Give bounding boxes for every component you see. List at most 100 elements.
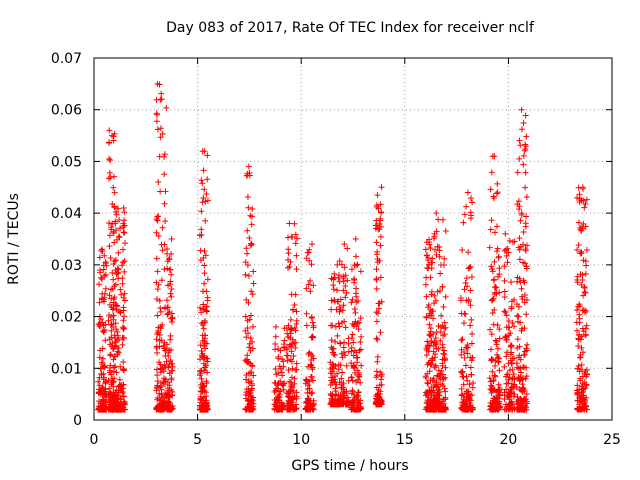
- data-point: [458, 337, 465, 344]
- data-point: [523, 347, 530, 354]
- data-point: [432, 297, 439, 304]
- data-point: [341, 241, 348, 248]
- data-point: [285, 366, 292, 373]
- data-point: [426, 389, 433, 396]
- data-point: [425, 403, 432, 410]
- data-point: [102, 337, 109, 344]
- data-point: [200, 352, 207, 359]
- data-point: [511, 391, 518, 398]
- data-point: [577, 377, 584, 384]
- data-point: [245, 370, 252, 377]
- data-point: [102, 380, 109, 387]
- chart-title: Day 083 of 2017, Rate Of TEC Index for r…: [166, 20, 535, 36]
- data-point: [505, 249, 512, 256]
- data-point: [351, 321, 358, 328]
- data-point: [522, 143, 529, 150]
- data-point: [169, 367, 176, 374]
- data-point: [578, 227, 585, 234]
- data-point: [463, 297, 470, 304]
- data-point: [578, 361, 585, 368]
- data-point: [293, 360, 300, 367]
- data-point: [493, 190, 500, 197]
- data-point: [509, 400, 516, 407]
- data-point: [519, 402, 526, 409]
- data-point: [494, 245, 501, 252]
- data-point: [248, 221, 255, 228]
- data-point: [490, 277, 497, 284]
- data-point: [166, 393, 173, 400]
- data-point: [511, 355, 518, 362]
- data-point: [522, 246, 529, 253]
- data-point: [427, 397, 434, 404]
- data-point: [292, 231, 299, 238]
- data-point: [164, 265, 171, 272]
- data-point: [112, 394, 119, 401]
- data-point: [574, 397, 581, 404]
- data-point: [116, 376, 123, 383]
- data-point: [197, 247, 204, 254]
- data-point: [514, 336, 521, 343]
- data-point: [111, 332, 118, 339]
- data-point: [577, 226, 584, 233]
- data-point: [469, 354, 476, 361]
- data-point: [108, 286, 115, 293]
- data-point: [340, 302, 347, 309]
- x-tick-label: 25: [603, 432, 621, 448]
- data-point: [110, 305, 117, 312]
- data-point: [515, 405, 522, 412]
- data-point: [199, 397, 206, 404]
- data-point: [517, 369, 524, 376]
- data-point: [440, 262, 447, 269]
- data-point: [489, 383, 496, 390]
- data-point: [247, 242, 254, 249]
- data-point: [469, 406, 476, 413]
- data-point: [374, 259, 381, 266]
- data-point: [164, 297, 171, 304]
- data-point: [580, 197, 587, 204]
- data-point: [106, 127, 113, 134]
- data-point: [579, 325, 586, 332]
- data-point: [424, 370, 431, 377]
- data-point: [494, 352, 501, 359]
- data-point: [204, 358, 211, 365]
- data-point: [509, 238, 516, 245]
- data-point: [440, 303, 447, 310]
- data-point: [116, 234, 123, 241]
- data-point: [336, 323, 343, 330]
- data-point: [461, 393, 468, 400]
- data-point: [114, 348, 121, 355]
- data-point: [492, 337, 499, 344]
- data-point: [154, 126, 161, 133]
- data-point: [433, 340, 440, 347]
- data-point: [283, 352, 290, 359]
- data-point: [154, 378, 161, 385]
- data-point: [159, 224, 166, 231]
- data-point: [101, 364, 108, 371]
- data-point: [501, 308, 508, 315]
- data-point: [518, 293, 525, 300]
- data-point: [435, 381, 442, 388]
- data-point: [426, 321, 433, 328]
- data-point: [203, 378, 210, 385]
- data-point: [344, 277, 351, 284]
- data-point: [110, 316, 117, 323]
- data-point: [426, 404, 433, 411]
- data-point: [501, 277, 508, 284]
- data-point: [457, 294, 464, 301]
- data-point: [95, 378, 102, 385]
- data-point: [165, 402, 172, 409]
- data-point: [464, 283, 471, 290]
- data-point: [425, 380, 432, 387]
- data-point: [442, 293, 449, 300]
- data-point: [250, 280, 257, 287]
- data-point: [289, 365, 296, 372]
- data-point: [437, 337, 444, 344]
- data-point: [487, 378, 494, 385]
- data-point: [119, 275, 126, 282]
- data-point: [157, 188, 164, 195]
- data-point: [496, 271, 503, 278]
- data-point: [511, 323, 518, 330]
- data-point: [357, 400, 364, 407]
- data-point: [340, 398, 347, 405]
- data-point: [327, 359, 334, 366]
